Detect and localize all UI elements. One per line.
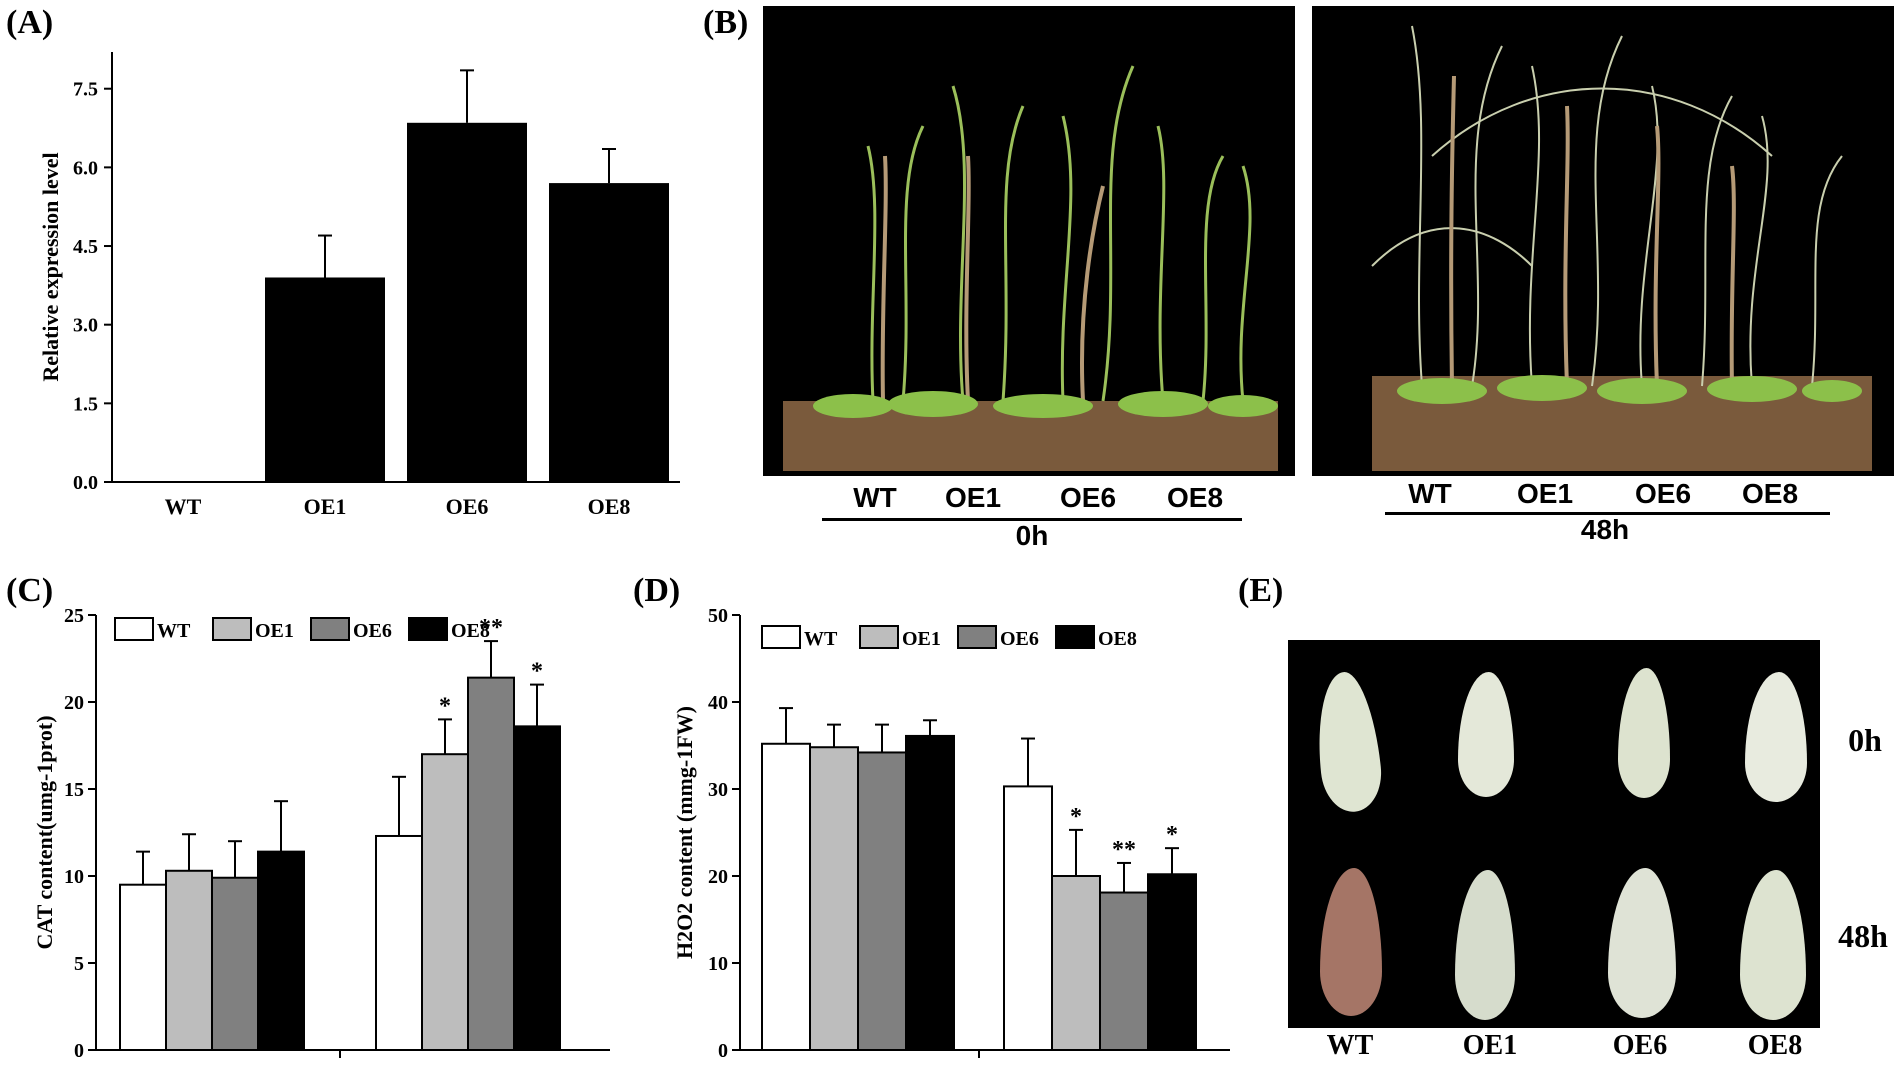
e-row-label-48h: 48h	[1838, 918, 1888, 954]
d-bar-oe6-48	[1099, 891, 1149, 1051]
d-legend-swatch-oe6	[957, 625, 997, 649]
b-48h-label-oe8: OE8	[1741, 478, 1799, 509]
c-y-tick-label: 20	[64, 692, 84, 714]
e-col-label-oe1: OE1	[1462, 1030, 1518, 1061]
b-0h-underline	[822, 518, 1242, 521]
d-legend-label-wt: WT	[804, 628, 838, 650]
d-y-tick-label: 10	[708, 953, 728, 975]
d-legend-swatch-wt	[761, 625, 801, 649]
d-bar-oe1-48	[1051, 875, 1101, 1051]
d-bar-wt-0	[761, 742, 811, 1051]
panel-label-c: (C)	[6, 572, 54, 609]
d-bar-oe8-0	[905, 734, 955, 1051]
c-bar-oe6-0	[211, 876, 259, 1051]
a-y-tick-label: 7.5	[73, 79, 98, 101]
panel-label-a: (A)	[6, 4, 54, 41]
a-x-tick-label: OE1	[304, 494, 347, 519]
panel-label-e: (E)	[1238, 572, 1284, 609]
c-bar-wt-48	[375, 834, 423, 1051]
a-y-tick-label: 1.5	[73, 393, 98, 415]
c-bar-oe8-48	[513, 725, 561, 1052]
c-bar-wt-0	[119, 883, 167, 1052]
d-y-axis-title: H2O2 content (mmg-1FW)	[672, 706, 697, 959]
e-row-label-0h: 0h	[1848, 722, 1882, 758]
d-legend-label-oe8: OE8	[1098, 628, 1137, 650]
d-legend-swatch-oe1	[859, 625, 899, 649]
e-col-label-oe8: OE8	[1747, 1030, 1803, 1061]
chart-a: 0.0 1.5 3.0 4.5 6.0 7.5 WT OE1 OE6 OE8 Relative ex…	[38, 52, 680, 519]
b-0h-time-label: 0h	[1015, 520, 1049, 551]
a-x-tick-label: WT	[165, 494, 202, 519]
a-y-axis-title: Relative expression level	[38, 152, 63, 381]
c-y-axis-title: CAT content(umg-1prot)	[32, 715, 57, 949]
a-bar-oe8	[549, 183, 669, 482]
a-x-tick-label: OE6	[446, 494, 489, 519]
c-legend-swatch-wt	[114, 617, 154, 641]
plant-photo-48h	[1312, 6, 1894, 476]
c-legend-label-oe1: OE1	[255, 620, 294, 642]
d-bar-oe1-0	[809, 746, 859, 1052]
c-legend-swatch-oe1	[212, 617, 252, 641]
c-bar-oe6-48	[467, 676, 515, 1051]
d-sig-marker: *	[1070, 804, 1082, 830]
b-0h-label-oe6: OE6	[1059, 482, 1117, 513]
d-y-tick-label: 30	[708, 779, 728, 801]
c-y-tick-label: 15	[64, 779, 84, 801]
plant-photo-48h-drawing	[1371, 25, 1872, 471]
b-0h-label-oe1: OE1	[944, 482, 1002, 513]
c-y-tick-label: 25	[64, 605, 84, 627]
d-legend-label-oe6: OE6	[1000, 628, 1039, 650]
c-bar-oe1-0	[165, 869, 213, 1051]
e-col-label-wt: WT	[1326, 1030, 1374, 1061]
b-48h-underline	[1385, 512, 1830, 515]
b-0h-label-oe8: OE8	[1166, 482, 1224, 513]
c-sig-marker: *	[439, 693, 451, 719]
d-bar-wt-48	[1003, 785, 1053, 1051]
c-y-tick-label: 0	[74, 1040, 84, 1062]
panel-label-b: (B)	[703, 4, 749, 41]
d-y-tick-label: 40	[708, 692, 728, 714]
c-legend-label-oe6: OE6	[353, 620, 392, 642]
c-legend-swatch-oe8	[408, 617, 448, 641]
d-sig-marker: **	[1112, 837, 1136, 863]
panel-label-d: (D)	[633, 572, 681, 609]
c-bar-oe1-48	[421, 753, 469, 1051]
b-48h-label-oe6: OE6	[1634, 478, 1692, 509]
c-y-tick-label: 10	[64, 866, 84, 888]
a-bar-oe1	[265, 277, 385, 482]
a-y-tick-label: 6.0	[73, 157, 98, 179]
plant-photo-0h	[763, 6, 1295, 476]
a-y-tick-label: 3.0	[73, 315, 98, 337]
a-y-tick-label: 4.5	[73, 236, 98, 258]
d-sig-marker: *	[1166, 822, 1178, 848]
d-y-tick-label: 20	[708, 866, 728, 888]
c-y-tick-label: 5	[74, 953, 84, 975]
plant-photo-0h-drawing	[783, 65, 1278, 471]
e-col-label-oe6: OE6	[1612, 1030, 1668, 1061]
a-bar-oe6	[407, 122, 527, 482]
d-legend-label-oe1: OE1	[902, 628, 941, 650]
b-48h-label-wt: WT	[1408, 478, 1452, 509]
d-legend-swatch-oe8	[1055, 625, 1095, 649]
a-x-tick-label: OE8	[588, 494, 631, 519]
d-y-tick-label: 0	[718, 1040, 728, 1062]
b-0h-label-wt: WT	[853, 482, 897, 513]
a-y-tick-label: 0.0	[73, 472, 98, 494]
c-sig-marker: *	[531, 659, 543, 685]
c-bar-oe8-0	[257, 850, 305, 1051]
b-48h-label-oe1: OE1	[1516, 478, 1574, 509]
d-bar-oe6-0	[857, 751, 907, 1052]
d-bar-oe8-48	[1147, 873, 1197, 1052]
c-sig-marker: **	[479, 615, 503, 641]
b-48h-time-label: 48h	[1580, 514, 1630, 545]
d-y-tick-label: 50	[708, 605, 728, 627]
c-legend-swatch-oe6	[310, 617, 350, 641]
c-legend-label-oe8: OE8	[451, 620, 490, 642]
c-legend-label-wt: WT	[157, 620, 191, 642]
